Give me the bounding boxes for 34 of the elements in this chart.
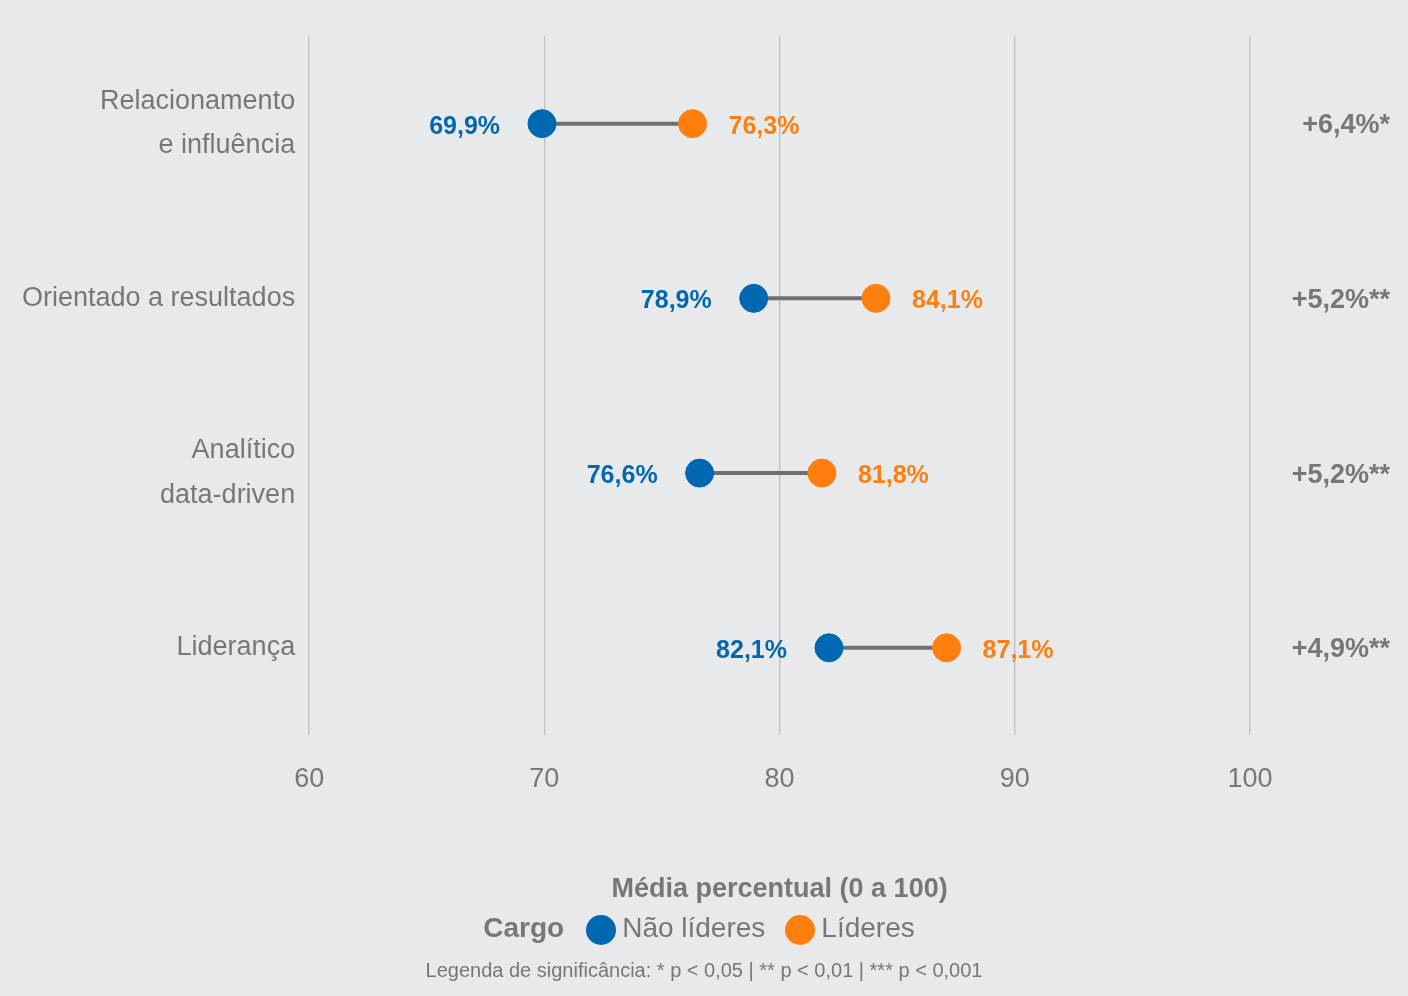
point (678, 109, 708, 139)
legend-label: Líderes (820, 912, 915, 945)
legend-label: Não líderes (621, 912, 766, 945)
data-label: 82,1% (716, 634, 787, 663)
point (739, 283, 769, 313)
data-label: 76,6% (586, 459, 658, 488)
x-tick-label: 90 (999, 762, 1030, 793)
data-label: 76,3% (728, 110, 800, 139)
text: +6,4%* (1302, 109, 1391, 140)
x-tick-label: 70 (529, 762, 560, 793)
text: +5,2%** (1291, 283, 1391, 314)
point (527, 109, 557, 139)
y-tick-label: Analítico data-driven (160, 434, 296, 509)
x-tick-label: 80 (764, 762, 795, 793)
y-tick-label: Liderança (176, 631, 297, 662)
point (932, 633, 962, 663)
data-label: 78,9% (640, 285, 712, 314)
x-tick-label: 60 (294, 762, 325, 793)
point (814, 633, 844, 663)
data-label: 81,8% (857, 459, 929, 488)
x-tick-label: 100 (1227, 762, 1273, 793)
text: Legenda de significância: * p < 0,05 | ** p < 0,01 | *** p < 0,001 (424, 958, 984, 982)
point (807, 458, 837, 488)
text: +4,9%** (1291, 633, 1391, 664)
point (685, 458, 715, 488)
data-label: 84,1% (912, 285, 983, 314)
point (861, 283, 891, 313)
data-label: 69,9% (429, 110, 501, 139)
text: +5,2%** (1291, 458, 1391, 489)
x-axis-title: Média percentual (0 a 100) (611, 873, 948, 904)
y-tick-label: Relacionamento e influência (100, 84, 297, 160)
y-tick-label: Orientado a resultados (21, 281, 296, 312)
data-label: 87,1% (982, 634, 1054, 663)
legend-title: Cargo (483, 912, 565, 945)
